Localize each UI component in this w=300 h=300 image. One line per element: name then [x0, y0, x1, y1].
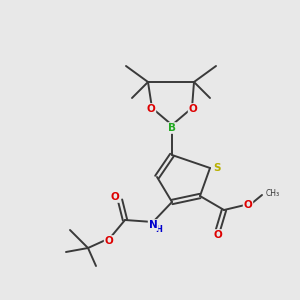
- Text: CH₃: CH₃: [266, 188, 280, 197]
- Text: O: O: [111, 192, 119, 202]
- Text: H: H: [156, 226, 162, 235]
- Text: B: B: [168, 123, 176, 133]
- Text: S: S: [213, 163, 221, 173]
- Text: O: O: [214, 230, 222, 240]
- Text: O: O: [244, 200, 252, 210]
- Text: O: O: [147, 104, 155, 114]
- Text: O: O: [105, 236, 113, 246]
- Text: N: N: [148, 220, 158, 230]
- Text: O: O: [189, 104, 197, 114]
